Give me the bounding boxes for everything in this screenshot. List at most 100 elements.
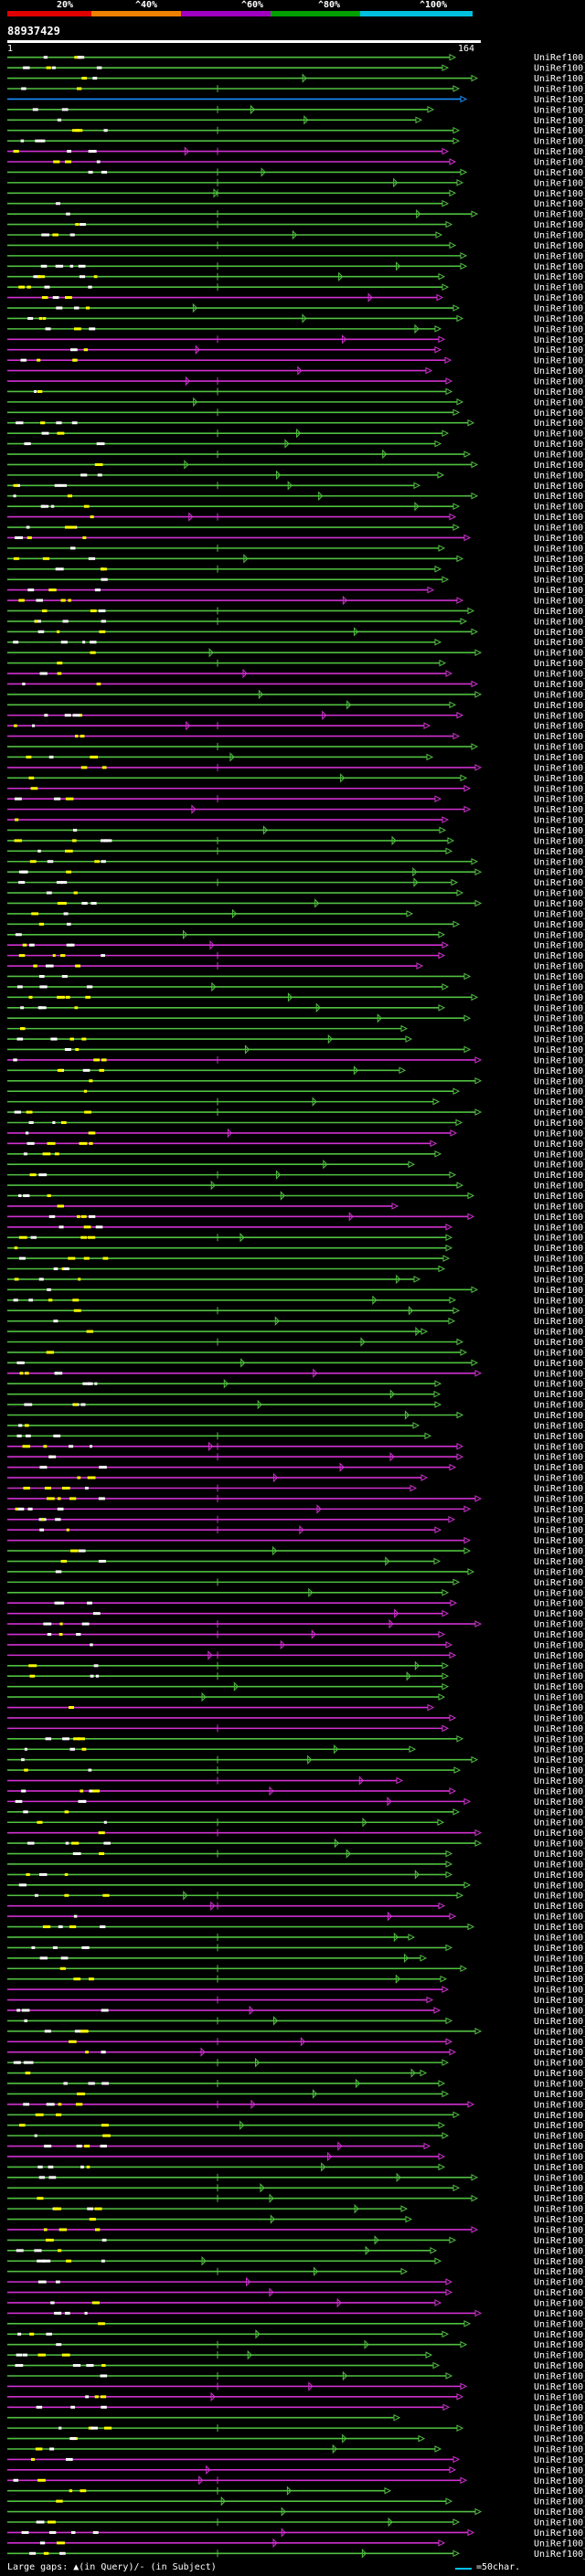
identity-segment [14,839,22,843]
hit-label: UniRef100_Q39810 [534,2079,585,2089]
hit-label: UniRef100_A7R7S2 [534,1557,585,1567]
identity-segment [23,66,30,69]
hit-label: UniRef100_C6TK91 [534,1265,585,1275]
hit-label: UniRef100_Q3HTK6 [534,565,585,575]
identity-segment [64,1810,69,1814]
identity-segment [98,2322,105,2326]
identity-segment [94,2207,102,2210]
hit-arrow [449,513,457,521]
hit-label: UniRef100_A4I1Y9 [534,1933,585,1943]
identity-segment [98,1497,105,1500]
hit-label: UniRef100_UP1000... [534,972,585,982]
identity-segment [13,150,19,154]
identity-segment [61,1487,70,1490]
identity-segment [72,1299,80,1302]
identity-segment [29,1173,37,1177]
hit-label: UniRef100_Q94ES6 [534,356,585,366]
hit-label: UniRef100_UP1000... [534,1505,585,1515]
hit-arrow [449,1463,457,1471]
hit-label: UniRef100_B7PC66 [534,1317,585,1327]
identity-segment [89,1079,93,1083]
identity-segment [39,672,48,675]
gap-marker [280,1191,286,1201]
hit-label: UniRef100_Q39864 [534,53,585,63]
legend: Large gaps: ▲(in Query)/- (in Subject) =… [7,2562,578,2575]
gap-marker [414,501,420,512]
hit-arrow [434,1401,442,1408]
hit-label: UniRef100_UP1000... [534,116,585,126]
identity-segment [34,620,38,623]
hit-label: UniRef100_Q49870 [534,1359,585,1369]
gap-marker [250,2099,256,2110]
hit-arrow [413,1276,421,1283]
gap-marker [207,1650,213,1660]
hit-arrow [456,1411,464,1419]
identity-segment [88,150,97,154]
identity-segment [52,1945,58,1949]
hit-arrow [456,1892,464,1900]
hit-arrow [445,387,453,396]
identity-segment [68,599,71,602]
identity-segment [79,223,86,227]
identity-segment [44,285,50,289]
identity-segment [42,1925,51,1929]
hit-arrow [445,2372,453,2380]
hit-label: UniRef100_B9GVV1 [534,1129,585,1139]
hit-arrow [452,85,461,92]
identity-segment [19,1372,24,1375]
gap-marker [416,208,421,219]
identity-segment [36,2520,45,2524]
identity-segment [42,609,48,612]
hit-label: UniRef100_Q9STM7 [534,2225,585,2235]
identity-segment [56,2113,62,2116]
hit-label: UniRef100_B7QFW8 [534,1171,585,1181]
hit-arrow [441,1609,450,1617]
hit-arrow [474,691,483,698]
identity-segment [33,275,41,279]
identity-segment [38,1277,44,1281]
identity-segment [70,2405,75,2409]
identity-segment [13,2478,19,2482]
identity-segment [90,641,97,644]
hit-label: UniRef100_C4IYP5 [534,2476,585,2486]
hit-arrow [463,534,472,542]
gap-marker [287,481,292,491]
gap-marker [404,1410,410,1420]
identity-segment [85,2051,89,2054]
hit-arrow [449,158,457,165]
gap-marker [184,460,189,470]
identity-segment [43,2228,48,2231]
identity-segment [82,641,86,644]
identity-segment [54,1372,63,1375]
hit-arrow [432,2361,441,2369]
hit-arrow [450,1599,458,1607]
identity-segment [13,483,18,487]
hit-label: UniRef100_B9GFZ4 [534,461,585,471]
hit-arrow [433,1557,441,1565]
identity-segment [58,1225,64,1229]
identity-segment [27,285,31,289]
identity-segment [84,2311,88,2315]
hit-arrow [463,1014,472,1023]
hit-arrow [456,314,464,323]
identity-segment [24,1424,29,1427]
gap-marker [396,1274,401,1285]
identity-segment [81,1747,87,1751]
hit-label: UniRef100_Q94ES3 [534,366,585,376]
gap-marker [356,2078,361,2089]
identity-segment [66,943,72,947]
identity-segment [83,1256,90,1260]
identity-segment [31,912,38,916]
hit-arrow [420,1955,428,1962]
hit-arrow [445,2038,453,2046]
hit-label: UniRef100_Q4A2B5 [534,982,585,992]
gap-marker [388,2517,393,2528]
hit-label: UniRef100_B9R1B5 [534,482,585,492]
identity-segment [23,1193,30,1197]
hit-arrow [438,2539,446,2547]
hit-label: UniRef100_C6T6M7 [534,283,585,293]
hit-arrow [438,2153,446,2160]
gap-marker [299,1525,304,1535]
identity-segment [83,504,90,508]
hit-arrow [426,753,434,761]
